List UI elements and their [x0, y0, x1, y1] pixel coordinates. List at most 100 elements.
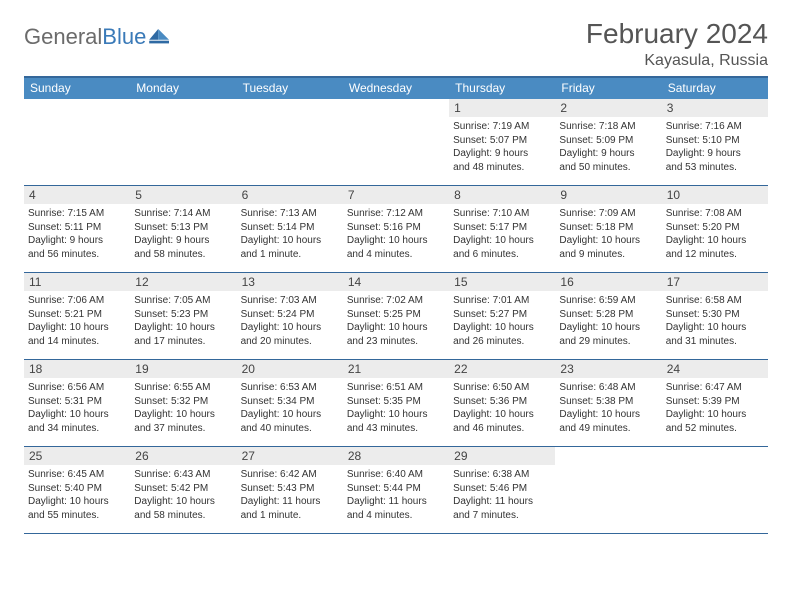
date-number: 13	[237, 273, 343, 291]
day-info: Sunrise: 7:08 AMSunset: 5:20 PMDaylight:…	[666, 207, 764, 261]
date-number: 19	[130, 360, 236, 378]
calendar-day: 9 Sunrise: 7:09 AMSunset: 5:18 PMDaylight…	[555, 186, 661, 272]
date-number: 15	[449, 273, 555, 291]
calendar-day: .	[130, 99, 236, 185]
calendar-day: 22 Sunrise: 6:50 AMSunset: 5:36 PMDayligh…	[449, 360, 555, 446]
calendar-day: 18Sunrise: 6:56 AMSunset: 5:31 PMDayligh…	[24, 360, 130, 446]
calendar-week: 4 Sunrise: 7:15 AMSunset: 5:11 PMDaylight…	[24, 186, 768, 273]
date-number: 22	[449, 360, 555, 378]
date-number: 16	[555, 273, 661, 291]
date-number: 5	[130, 186, 236, 204]
date-number: 18	[24, 360, 130, 378]
calendar-day: 10 Sunrise: 7:08 AMSunset: 5:20 PMDayligh…	[662, 186, 768, 272]
calendar-day: .	[237, 99, 343, 185]
date-number: 8	[449, 186, 555, 204]
date-number: 25	[24, 447, 130, 465]
calendar-day: 2Sunrise: 7:18 AMSunset: 5:09 PMDaylight…	[555, 99, 661, 185]
calendar-day: 15 Sunrise: 7:01 AMSunset: 5:27 PMDayligh…	[449, 273, 555, 359]
calendar-day: 21Sunrise: 6:51 AMSunset: 5:35 PMDayligh…	[343, 360, 449, 446]
calendar-day: .	[662, 447, 768, 533]
weekday-header: Monday	[130, 78, 236, 99]
month-title: February 2024	[586, 18, 768, 50]
day-info: Sunrise: 6:40 AMSunset: 5:44 PMDaylight:…	[347, 468, 445, 522]
date-number: 23	[555, 360, 661, 378]
day-info: Sunrise: 7:13 AMSunset: 5:14 PMDaylight:…	[241, 207, 339, 261]
calendar-day: 8Sunrise: 7:10 AMSunset: 5:17 PMDaylight…	[449, 186, 555, 272]
weekday-header: Wednesday	[343, 78, 449, 99]
calendar-body: ....1Sunrise: 7:19 AMSunset: 5:07 PMDayl…	[24, 99, 768, 534]
calendar-day: 19 Sunrise: 6:55 AMSunset: 5:32 PMDayligh…	[130, 360, 236, 446]
date-number: 24	[662, 360, 768, 378]
calendar-day: 20Sunrise: 6:53 AMSunset: 5:34 PMDayligh…	[237, 360, 343, 446]
date-number: 29	[449, 447, 555, 465]
day-info: Sunrise: 6:48 AMSunset: 5:38 PMDaylight:…	[559, 381, 657, 435]
calendar-day: 23 Sunrise: 6:48 AMSunset: 5:38 PMDayligh…	[555, 360, 661, 446]
title-block: February 2024 Kayasula, Russia	[586, 18, 768, 70]
calendar-day: 5Sunrise: 7:14 AMSunset: 5:13 PMDaylight…	[130, 186, 236, 272]
calendar-day: 4 Sunrise: 7:15 AMSunset: 5:11 PMDaylight…	[24, 186, 130, 272]
weekday-header: Saturday	[662, 78, 768, 99]
date-number: 10	[662, 186, 768, 204]
date-number: 27	[237, 447, 343, 465]
day-info: Sunrise: 6:42 AMSunset: 5:43 PMDaylight:…	[241, 468, 339, 522]
date-number: 21	[343, 360, 449, 378]
calendar-week: ....1Sunrise: 7:19 AMSunset: 5:07 PMDayl…	[24, 99, 768, 186]
date-number: 7	[343, 186, 449, 204]
calendar-day: 3Sunrise: 7:16 AMSunset: 5:10 PMDaylight…	[662, 99, 768, 185]
calendar-day: 28 Sunrise: 6:40 AMSunset: 5:44 PMDayligh…	[343, 447, 449, 533]
day-info: Sunrise: 7:15 AMSunset: 5:11 PMDaylight:…	[28, 207, 126, 261]
date-number: 12	[130, 273, 236, 291]
calendar-day: 26 Sunrise: 6:43 AMSunset: 5:42 PMDayligh…	[130, 447, 236, 533]
day-info: Sunrise: 6:43 AMSunset: 5:42 PMDaylight:…	[134, 468, 232, 522]
day-info: Sunrise: 7:09 AMSunset: 5:18 PMDaylight:…	[559, 207, 657, 261]
calendar-day: 14Sunrise: 7:02 AMSunset: 5:25 PMDayligh…	[343, 273, 449, 359]
header: GeneralBlue February 2024 Kayasula, Russ…	[24, 18, 768, 70]
calendar-day: .	[24, 99, 130, 185]
day-info: Sunrise: 7:19 AMSunset: 5:07 PMDaylight:…	[453, 120, 551, 174]
day-info: Sunrise: 7:02 AMSunset: 5:25 PMDaylight:…	[347, 294, 445, 348]
date-number: 6	[237, 186, 343, 204]
day-info: Sunrise: 7:06 AMSunset: 5:21 PMDaylight:…	[28, 294, 126, 348]
date-number: 1	[449, 99, 555, 117]
logo-mark-icon	[149, 29, 171, 47]
weekday-header: Sunday	[24, 78, 130, 99]
date-number: 28	[343, 447, 449, 465]
date-number: 4	[24, 186, 130, 204]
calendar-day: 11Sunrise: 7:06 AMSunset: 5:21 PMDayligh…	[24, 273, 130, 359]
calendar-day: 1 Sunrise: 7:19 AMSunset: 5:07 PMDaylight…	[449, 99, 555, 185]
calendar-week: 25 Sunrise: 6:45 AMSunset: 5:40 PMDayligh…	[24, 447, 768, 534]
calendar-day: 12Sunrise: 7:05 AMSunset: 5:23 PMDayligh…	[130, 273, 236, 359]
calendar-week: 11Sunrise: 7:06 AMSunset: 5:21 PMDayligh…	[24, 273, 768, 360]
day-info: Sunrise: 6:59 AMSunset: 5:28 PMDaylight:…	[559, 294, 657, 348]
day-info: Sunrise: 6:58 AMSunset: 5:30 PMDaylight:…	[666, 294, 764, 348]
logo-text-gray: General	[24, 24, 102, 50]
calendar-day: 7 Sunrise: 7:12 AMSunset: 5:16 PMDaylight…	[343, 186, 449, 272]
day-info: Sunrise: 7:01 AMSunset: 5:27 PMDaylight:…	[453, 294, 551, 348]
logo: GeneralBlue	[24, 18, 171, 50]
date-number: 3	[662, 99, 768, 117]
date-number: 17	[662, 273, 768, 291]
location: Kayasula, Russia	[586, 52, 768, 70]
calendar-day: 17 Sunrise: 6:58 AMSunset: 5:30 PMDayligh…	[662, 273, 768, 359]
day-info: Sunrise: 6:50 AMSunset: 5:36 PMDaylight:…	[453, 381, 551, 435]
date-number: 20	[237, 360, 343, 378]
weekday-header: Tuesday	[237, 78, 343, 99]
calendar-day: 13 Sunrise: 7:03 AMSunset: 5:24 PMDayligh…	[237, 273, 343, 359]
day-info: Sunrise: 6:45 AMSunset: 5:40 PMDaylight:…	[28, 468, 126, 522]
day-info: Sunrise: 6:55 AMSunset: 5:32 PMDaylight:…	[134, 381, 232, 435]
weekday-header-row: SundayMondayTuesdayWednesdayThursdayFrid…	[24, 78, 768, 99]
calendar-day: 24 Sunrise: 6:47 AMSunset: 5:39 PMDayligh…	[662, 360, 768, 446]
day-info: Sunrise: 7:03 AMSunset: 5:24 PMDaylight:…	[241, 294, 339, 348]
logo-text-blue: Blue	[102, 24, 146, 50]
day-info: Sunrise: 6:47 AMSunset: 5:39 PMDaylight:…	[666, 381, 764, 435]
day-info: Sunrise: 6:38 AMSunset: 5:46 PMDaylight:…	[453, 468, 551, 522]
day-info: Sunrise: 7:12 AMSunset: 5:16 PMDaylight:…	[347, 207, 445, 261]
weekday-header: Thursday	[449, 78, 555, 99]
date-number: 26	[130, 447, 236, 465]
weekday-header: Friday	[555, 78, 661, 99]
calendar-day: 16 Sunrise: 6:59 AMSunset: 5:28 PMDayligh…	[555, 273, 661, 359]
date-number: 9	[555, 186, 661, 204]
calendar-day: .	[343, 99, 449, 185]
calendar-day: 25 Sunrise: 6:45 AMSunset: 5:40 PMDayligh…	[24, 447, 130, 533]
day-info: Sunrise: 7:18 AMSunset: 5:09 PMDaylight:…	[559, 120, 657, 174]
